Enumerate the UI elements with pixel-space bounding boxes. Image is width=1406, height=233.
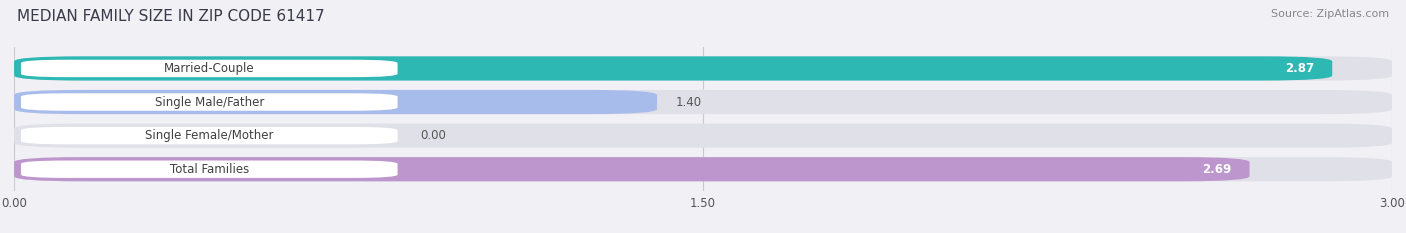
Text: 1.40: 1.40	[675, 96, 702, 109]
FancyBboxPatch shape	[14, 157, 1392, 181]
FancyBboxPatch shape	[14, 56, 1392, 81]
FancyBboxPatch shape	[21, 127, 398, 144]
FancyBboxPatch shape	[21, 161, 398, 178]
Text: 0.00: 0.00	[420, 129, 447, 142]
FancyBboxPatch shape	[14, 90, 657, 114]
Text: 2.69: 2.69	[1202, 163, 1232, 176]
Text: Source: ZipAtlas.com: Source: ZipAtlas.com	[1271, 9, 1389, 19]
Text: 2.87: 2.87	[1285, 62, 1313, 75]
FancyBboxPatch shape	[21, 60, 398, 77]
FancyBboxPatch shape	[14, 56, 1333, 81]
FancyBboxPatch shape	[14, 157, 1250, 181]
Text: Single Female/Mother: Single Female/Mother	[145, 129, 274, 142]
FancyBboxPatch shape	[14, 123, 1392, 148]
FancyBboxPatch shape	[14, 90, 1392, 114]
Text: Married-Couple: Married-Couple	[165, 62, 254, 75]
Text: MEDIAN FAMILY SIZE IN ZIP CODE 61417: MEDIAN FAMILY SIZE IN ZIP CODE 61417	[17, 9, 325, 24]
Text: Single Male/Father: Single Male/Father	[155, 96, 264, 109]
FancyBboxPatch shape	[21, 93, 398, 111]
Text: Total Families: Total Families	[170, 163, 249, 176]
